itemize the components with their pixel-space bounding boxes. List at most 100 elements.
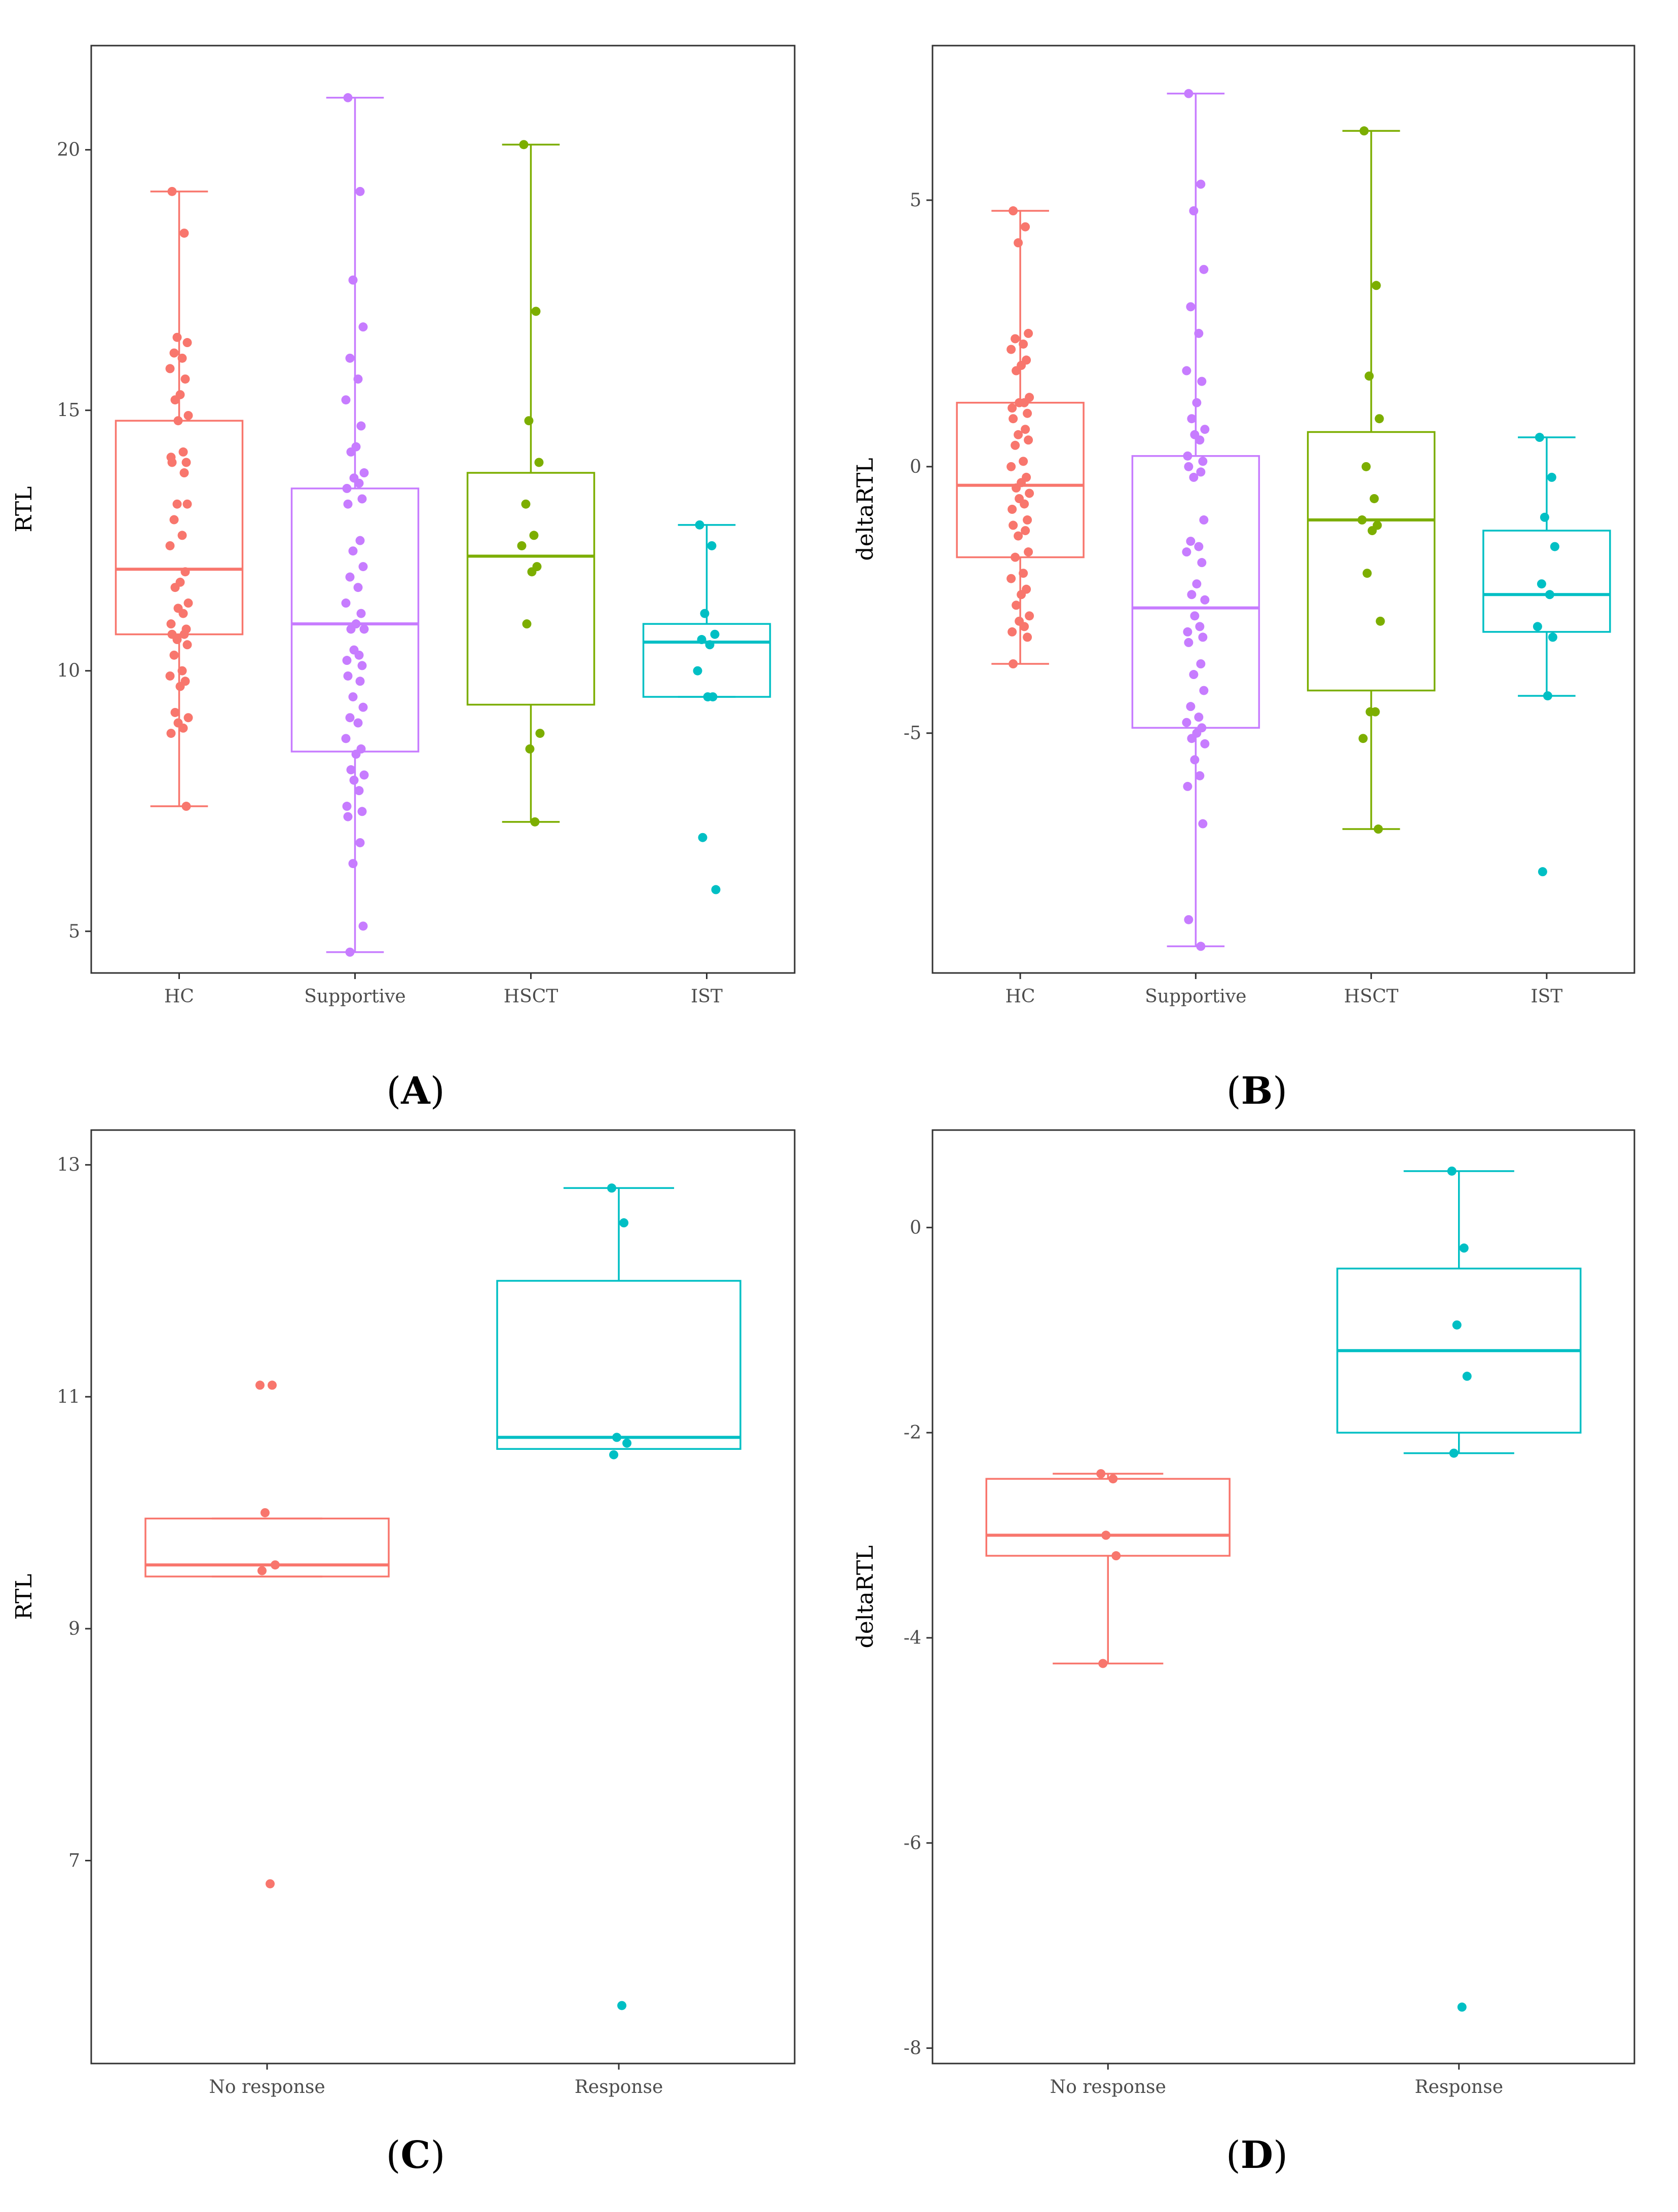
- y-tick-label: -6: [904, 1833, 921, 1854]
- data-point: [707, 541, 717, 550]
- data-point: [1186, 702, 1196, 711]
- data-point: [359, 624, 369, 634]
- data-point: [342, 483, 352, 493]
- data-point: [358, 702, 368, 712]
- data-point: [612, 1433, 621, 1442]
- data-point: [1019, 569, 1028, 578]
- box: [466, 472, 595, 706]
- data-point: [1009, 414, 1018, 424]
- data-point: [517, 541, 527, 550]
- data-point: [355, 186, 365, 196]
- data-point: [1533, 622, 1542, 631]
- data-point: [693, 666, 702, 676]
- data-point: [1195, 771, 1205, 780]
- x-tick-label: No response: [209, 2077, 325, 2097]
- data-point: [357, 661, 367, 670]
- data-point: [348, 859, 358, 869]
- data-point: [1537, 579, 1546, 589]
- data-point: [268, 1380, 277, 1390]
- data-point: [1009, 659, 1018, 668]
- data-point: [178, 447, 188, 457]
- data-point: [1198, 457, 1208, 466]
- caption-c-letter: C: [400, 2133, 431, 2177]
- data-point: [1197, 377, 1207, 386]
- data-point: [1012, 601, 1021, 610]
- data-point: [1194, 542, 1204, 551]
- data-point: [1108, 1474, 1118, 1484]
- data-point: [1373, 824, 1383, 834]
- data-point: [178, 723, 188, 733]
- data-point: [519, 140, 529, 149]
- data-point: [260, 1508, 270, 1518]
- data-point: [1009, 206, 1018, 216]
- data-point: [348, 275, 358, 285]
- data-point: [1198, 819, 1208, 829]
- y-tick-label: 13: [57, 1155, 80, 1176]
- data-point: [183, 598, 193, 608]
- data-point: [1186, 302, 1196, 312]
- data-point: [619, 1218, 628, 1228]
- data-point: [1199, 265, 1209, 274]
- data-point: [534, 458, 544, 467]
- data-point: [1008, 627, 1017, 636]
- data-point: [175, 682, 185, 691]
- data-point: [165, 671, 175, 681]
- y-tick-label: -2: [904, 1422, 921, 1443]
- data-point: [179, 468, 189, 478]
- data-point: [705, 640, 715, 650]
- x-tick-label: HC: [164, 986, 194, 1007]
- data-point: [1199, 515, 1209, 525]
- data-point: [346, 765, 356, 775]
- data-point: [1543, 691, 1552, 701]
- data-point: [617, 2001, 626, 2010]
- data-point: [1194, 713, 1204, 722]
- data-point: [356, 421, 366, 431]
- data-point: [1183, 781, 1192, 791]
- data-point: [1008, 403, 1017, 413]
- data-point: [341, 734, 351, 743]
- data-point: [1194, 328, 1204, 338]
- data-point: [1189, 670, 1199, 680]
- data-point: [1547, 472, 1556, 482]
- data-point: [1009, 520, 1018, 530]
- box: [1482, 530, 1611, 633]
- y-axis-title: RTL: [11, 486, 37, 533]
- data-point: [1362, 569, 1372, 578]
- data-point: [167, 186, 177, 196]
- data-point: [355, 536, 365, 545]
- data-point: [255, 1380, 265, 1390]
- data-point: [1540, 512, 1549, 522]
- data-point: [1008, 505, 1017, 514]
- y-tick-label: -5: [904, 723, 921, 744]
- data-point: [182, 640, 192, 650]
- data-point: [177, 666, 187, 676]
- data-point: [166, 619, 176, 629]
- data-point: [167, 458, 177, 467]
- data-point: [355, 838, 365, 847]
- data-point: [1550, 542, 1559, 551]
- data-point: [1006, 345, 1016, 354]
- chart-panel-a: 5 10 15 20 HC Supportive HSCT IST RTL: [11, 45, 796, 1007]
- y-tick-label: 15: [57, 400, 80, 421]
- data-point: [1012, 366, 1021, 376]
- data-point: [1200, 595, 1210, 605]
- data-point: [1011, 552, 1020, 562]
- data-point: [353, 374, 363, 384]
- data-point: [529, 531, 539, 540]
- data-point: [1011, 440, 1020, 450]
- data-point: [183, 713, 193, 723]
- data-point: [170, 707, 180, 717]
- x-tick-label: Response: [575, 2077, 663, 2097]
- data-point: [356, 609, 366, 618]
- data-point: [358, 562, 368, 572]
- data-point: [525, 744, 535, 754]
- caption-a-letter: A: [401, 1069, 430, 1113]
- y-tick-label: 5: [910, 190, 921, 211]
- data-point: [1196, 467, 1206, 477]
- data-point: [524, 416, 534, 426]
- data-point: [1021, 526, 1030, 536]
- data-point: [1369, 494, 1379, 503]
- data-point: [1182, 547, 1191, 557]
- data-point: [1538, 867, 1547, 877]
- data-point: [346, 447, 356, 457]
